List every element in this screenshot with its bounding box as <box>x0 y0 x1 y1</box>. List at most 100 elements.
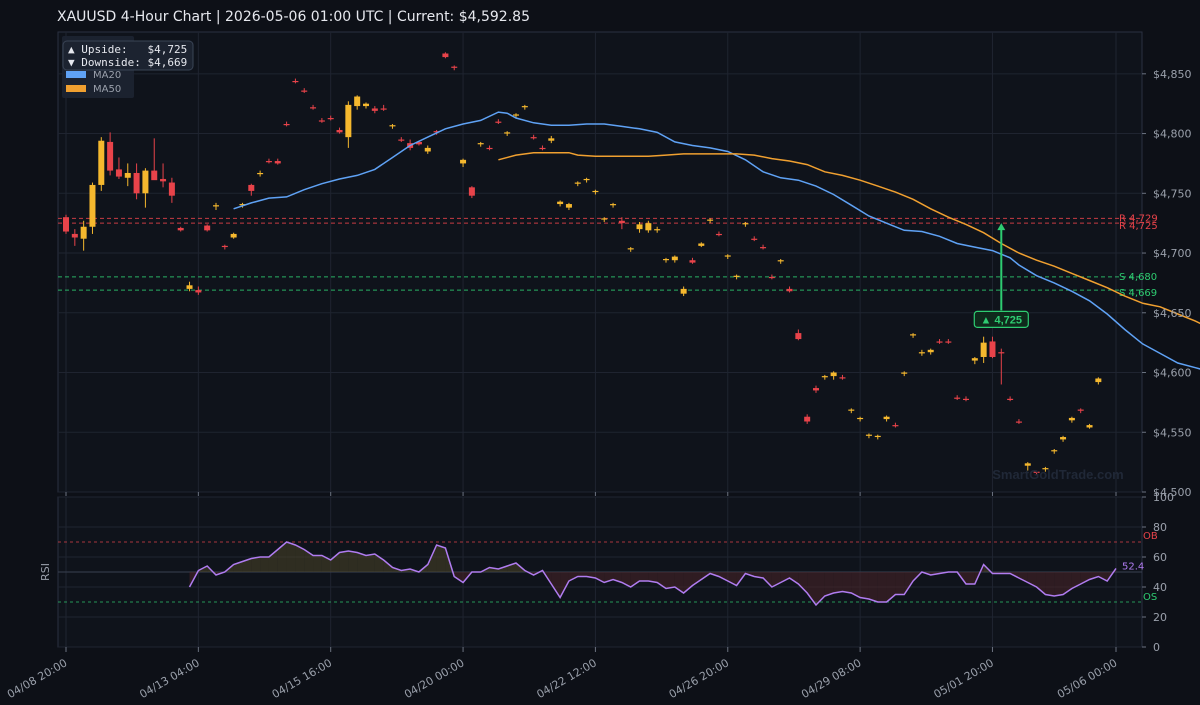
candle-body <box>221 245 228 248</box>
candle-body <box>186 285 193 289</box>
chart-title: XAUUSD 4-Hour Chart | 2026-05-06 01:00 U… <box>57 9 530 25</box>
candle <box>998 348 1005 385</box>
candle-body <box>142 170 149 194</box>
candle <box>821 374 828 380</box>
candle-body <box>530 137 537 139</box>
candle <box>874 434 881 440</box>
candle <box>892 422 899 428</box>
rsi-fill-segment <box>286 542 296 572</box>
candle-body <box>451 66 458 68</box>
candle <box>310 104 317 110</box>
rsi-fill-segment <box>577 572 587 577</box>
candle-body <box>177 227 184 231</box>
candle <box>186 281 193 292</box>
candle <box>671 255 678 263</box>
rsi-fill-segment <box>313 555 322 572</box>
candle <box>971 356 978 365</box>
rsi-fill-segment <box>789 572 799 584</box>
rsi-fill-segment <box>886 572 896 602</box>
candle-body <box>839 377 846 379</box>
candle <box>177 226 184 232</box>
candle <box>195 286 202 295</box>
candle-body <box>786 288 793 292</box>
candle-body <box>565 204 572 208</box>
candle <box>627 247 634 252</box>
candle-body <box>477 143 484 145</box>
candle <box>168 177 175 203</box>
candle <box>610 202 617 208</box>
candle-body <box>821 376 828 378</box>
candle <box>883 415 890 422</box>
candle <box>1068 416 1075 423</box>
rsi-fill-segment <box>268 549 278 572</box>
candle-body <box>239 204 246 206</box>
rsi-fill-segment <box>1054 572 1064 596</box>
price-ytick-label: $4,700 <box>1153 247 1192 260</box>
candle-body <box>592 190 599 193</box>
candle <box>945 339 952 344</box>
candle-body <box>1095 378 1102 383</box>
downside-label: ▼ Downside: $4,669 <box>68 56 187 69</box>
hline-label-resistance: R 4,729 <box>1119 213 1158 224</box>
candle <box>327 115 334 121</box>
rsi-fill-segment <box>304 549 314 572</box>
hline-label-support: S 4,669 <box>1119 288 1157 299</box>
rsi-fill-segment <box>348 551 358 572</box>
candle <box>760 244 767 250</box>
candle <box>1060 435 1067 442</box>
candle <box>742 221 749 227</box>
candle-body <box>1042 468 1049 470</box>
info-box: ▲ Upside: $4,725 ▼ Downside: $4,669 <box>62 40 194 71</box>
candle-body <box>680 288 687 294</box>
candle-body <box>601 218 608 220</box>
candle <box>839 374 846 380</box>
candle-body <box>310 107 317 109</box>
hline-label-resistance: R 4,725 <box>1119 221 1158 232</box>
rsi-fill-segment <box>1089 572 1099 580</box>
price-ytick-label: $4,500 <box>1153 486 1192 499</box>
candle <box>733 274 740 280</box>
candle-body <box>283 124 290 126</box>
rsi-fill-segment <box>842 572 852 593</box>
rsi-ytick-label: 100 <box>1153 491 1174 504</box>
candle-body <box>468 187 475 196</box>
candle <box>530 134 537 140</box>
candle <box>980 336 987 363</box>
rsi-fill-segment <box>877 572 887 602</box>
candle <box>477 141 484 147</box>
candle <box>768 274 775 280</box>
candle-body <box>71 233 78 238</box>
candle <box>583 177 590 183</box>
rsi-fill-segment <box>895 572 905 595</box>
candle-body <box>848 409 855 411</box>
candle-body <box>504 132 511 134</box>
candle-body <box>768 276 775 279</box>
rsi-ob-label: OB <box>1143 531 1158 542</box>
candle-body <box>795 333 802 340</box>
candle-body <box>336 129 343 133</box>
candle <box>663 257 669 263</box>
candle-body <box>124 172 131 178</box>
candle-body <box>865 434 872 436</box>
rsi-fill-segment <box>551 572 561 598</box>
candle <box>910 333 917 338</box>
candle-body <box>715 233 722 236</box>
candle-body <box>645 223 652 231</box>
candle-body <box>892 425 899 427</box>
candle <box>71 229 78 246</box>
rsi-fill-segment <box>692 572 702 586</box>
legend-ma50: MA50 <box>93 84 121 95</box>
candle <box>1042 466 1049 472</box>
candle <box>345 101 352 148</box>
candle <box>468 186 475 199</box>
candle-body <box>168 182 175 196</box>
candle-body <box>115 169 122 177</box>
candle-body <box>292 80 299 83</box>
rsi-fill-segment <box>807 572 816 605</box>
candle <box>124 163 131 187</box>
rsi-fill-segment <box>868 572 878 602</box>
rsi-fill-segment <box>833 572 843 593</box>
candle-body <box>363 103 369 107</box>
target-arrow-head <box>997 223 1006 231</box>
